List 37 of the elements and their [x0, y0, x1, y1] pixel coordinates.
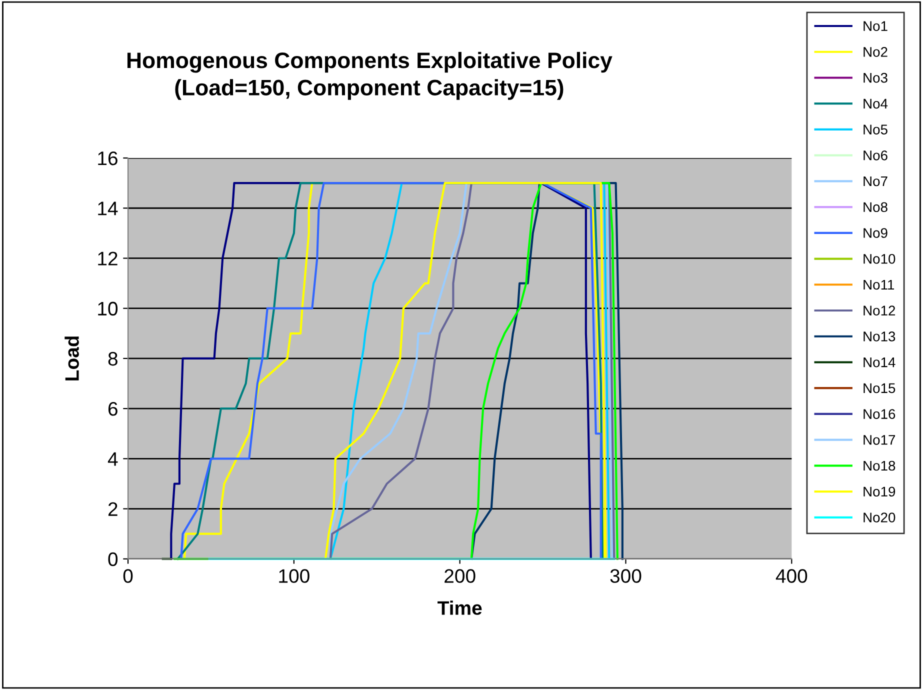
- legend-label: No15: [864, 383, 896, 394]
- legend-label: No19: [864, 486, 896, 497]
- y-tick-label: 8: [108, 352, 118, 366]
- legend-label: No8: [864, 202, 888, 212]
- y-tick-label: 4: [108, 452, 118, 466]
- legend-label: No2: [864, 47, 888, 57]
- legend-label: No6: [864, 150, 888, 160]
- legend-label: No13: [864, 332, 896, 342]
- legend-label: No14: [864, 358, 896, 368]
- chart-title: Homogenous Components Exploitative Policy (Load=150, Component Capacity=15): [127, 52, 612, 100]
- x-tick-label: 200: [444, 569, 476, 583]
- legend-label: No20: [864, 512, 896, 522]
- legend-label: No18: [864, 460, 896, 471]
- x-axis-title: Time: [438, 600, 482, 615]
- y-tick-label: 14: [98, 202, 118, 216]
- legend-label: No12: [864, 306, 896, 316]
- legend-label: No1: [864, 21, 888, 31]
- y-tick-label: 16: [98, 151, 118, 166]
- y-axis-title: Load: [64, 336, 79, 380]
- legend-label: No3: [864, 72, 888, 83]
- legend-label: No11: [864, 280, 894, 290]
- legend-label: No7: [864, 176, 888, 186]
- legend-label: No17: [864, 435, 896, 445]
- y-tick-label: 12: [98, 252, 118, 266]
- y-tick-label: 2: [108, 502, 118, 516]
- y-tick-label: 0: [108, 552, 118, 566]
- y-tick-label: 10: [98, 302, 118, 316]
- legend-label: No9: [864, 228, 888, 238]
- x-tick-label: 300: [610, 569, 642, 583]
- legend-label: No4: [864, 98, 888, 109]
- x-tick-label: 100: [279, 569, 310, 583]
- x-tick-label: 0: [123, 569, 133, 583]
- x-tick-label: 400: [776, 569, 808, 583]
- legend-label: No10: [864, 254, 896, 264]
- legend-label: No16: [864, 409, 896, 419]
- legend-label: No5: [864, 124, 888, 134]
- y-tick-label: 6: [108, 402, 118, 416]
